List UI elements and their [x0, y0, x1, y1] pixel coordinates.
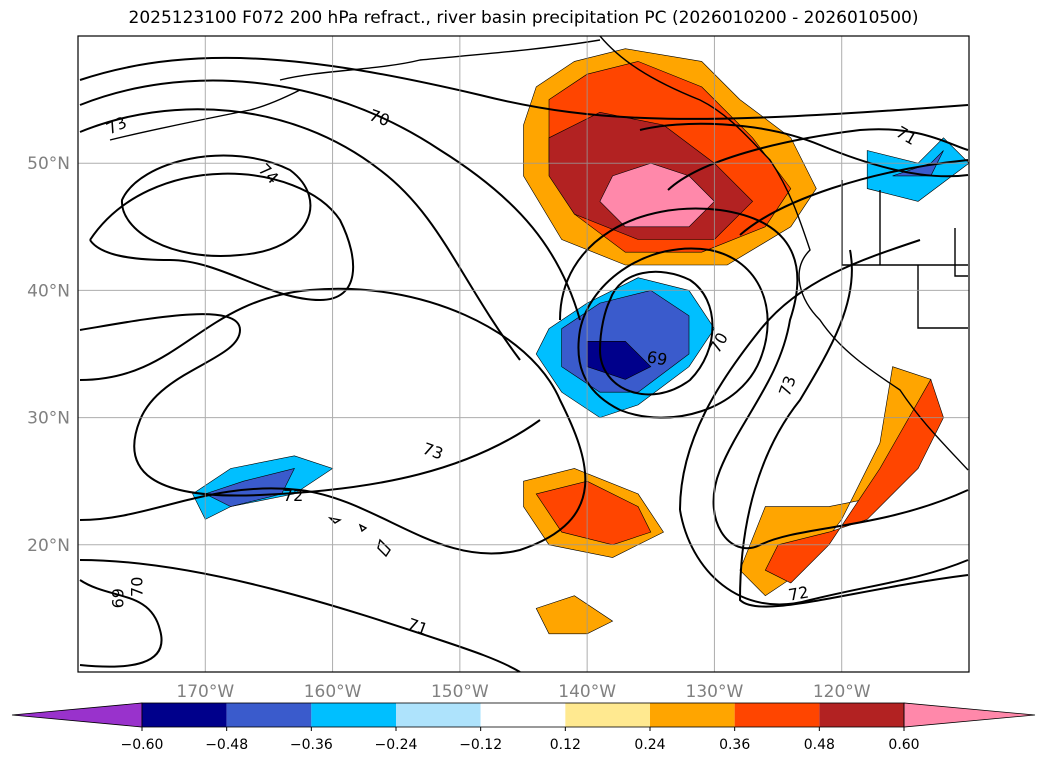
map-frame [77, 35, 970, 673]
colorbar: −0.60 −0.48 −0.36 −0.24 −0.12 0.12 0.24 0.36 0.4… [11, 702, 1036, 753]
precipitation-fills [192, 48, 969, 635]
contour-label: 70 [128, 577, 147, 597]
fill-region-ne-pacific-positive-3 [599, 162, 715, 228]
chart-title: 2025123100 F072 200 hPa refract., river … [128, 8, 919, 28]
colorbar-segment [311, 703, 396, 727]
lon-tick-label: 150°W [431, 682, 489, 702]
map-grid [78, 36, 969, 672]
lon-tick-label: 160°W [304, 682, 362, 702]
colorbar-tick-label: −0.36 [290, 737, 333, 753]
fill-region-hawaii-negative-8 [204, 468, 295, 507]
colorbar-segment [650, 703, 735, 727]
colorbar-tick-label: −0.60 [121, 737, 164, 753]
colorbar-segment [565, 703, 650, 727]
colorbar-tick-label: 0.24 [634, 737, 665, 753]
contour-label: 72 [283, 486, 303, 505]
colorbar-segment [226, 703, 312, 727]
fill-region-south-blob-13 [535, 595, 614, 635]
longitude-labels: 170°W 160°W 150°W 140°W 130°W 120°W [176, 682, 870, 702]
colorbar-tick-label: 0.60 [888, 737, 919, 753]
contour-label: 69 [108, 588, 127, 608]
lon-tick-label: 130°W [686, 682, 744, 702]
lat-tick-label: 40°N [27, 281, 70, 301]
colorbar-extend-high [903, 702, 1036, 728]
lon-tick-label: 140°W [558, 682, 616, 702]
colorbar-tick-label: −0.48 [205, 737, 248, 753]
lat-tick-label: 20°N [27, 536, 70, 556]
colorbar-segment [480, 703, 566, 727]
lon-tick-label: 120°W [813, 682, 871, 702]
colorbar-tick-label: −0.12 [459, 737, 502, 753]
colorbar-segment [734, 703, 820, 727]
contour-label: 72 [787, 583, 810, 605]
lat-tick-label: 30°N [27, 409, 70, 429]
refractivity-contours [79, 56, 969, 672]
colorbar-tick-label: 0.48 [804, 737, 835, 753]
colorbar-segment [819, 703, 904, 727]
latitude-labels: 20°N 30°N 40°N 50°N [27, 154, 70, 556]
colorbar-extend-low [11, 702, 143, 728]
contour-label: 69 [645, 347, 668, 369]
colorbar-segment [142, 703, 227, 727]
lon-tick-label: 170°W [176, 682, 234, 702]
colorbar-tick-label: 0.12 [550, 737, 581, 753]
colorbar-tick-label: −0.24 [375, 737, 418, 753]
colorbar-tick-label: 0.36 [719, 737, 750, 753]
colorbar-frame [141, 702, 905, 728]
colorbar-segment [396, 703, 481, 727]
lat-tick-label: 50°N [27, 154, 70, 174]
